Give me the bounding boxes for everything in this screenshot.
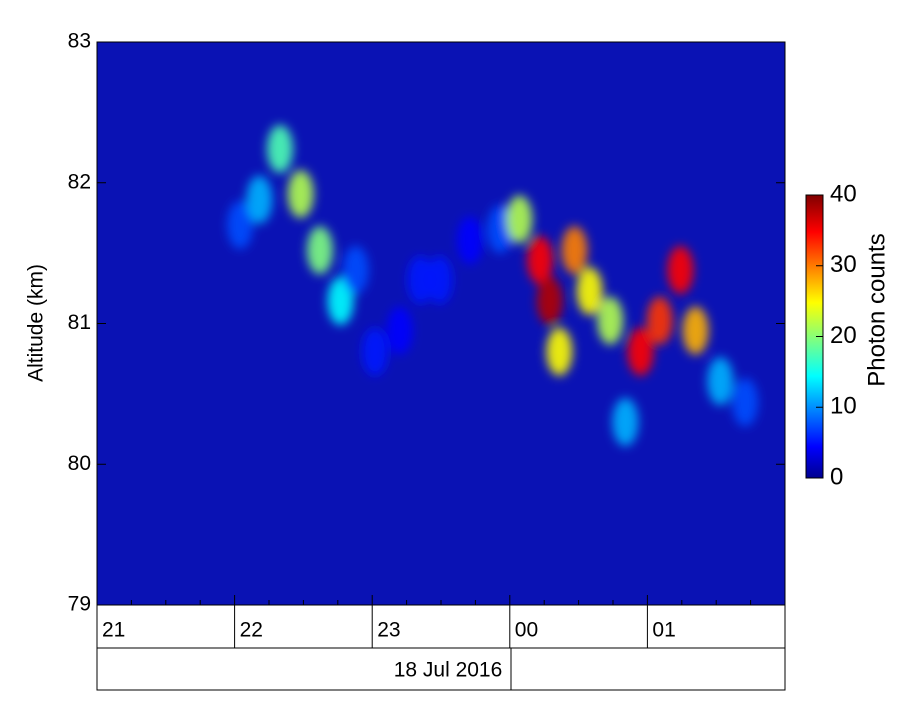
y-axis-label: Altitude (km)	[25, 264, 48, 382]
colorbar-tick-label: 40	[830, 180, 857, 207]
x-tick-label: 01	[652, 619, 675, 642]
y-tick-label: 83	[68, 30, 91, 53]
heat-cell	[361, 327, 388, 376]
heat-cell	[707, 357, 734, 406]
date-label: 18 Jul 2016	[394, 659, 503, 682]
y-tick-label: 81	[68, 311, 91, 334]
heat-cell	[536, 276, 563, 325]
hour-row	[96, 604, 786, 649]
heat-cell	[561, 226, 588, 275]
colorbar-tick-label: 30	[830, 251, 857, 278]
heat-cell	[576, 267, 603, 316]
heat-cell	[267, 124, 294, 173]
x-tick-label: 21	[102, 619, 125, 642]
heat-cell	[627, 327, 654, 376]
heat-cell	[527, 236, 554, 285]
heat-cell	[426, 255, 453, 304]
heatmap	[227, 124, 759, 447]
heat-cell	[546, 327, 573, 376]
plot-background	[97, 42, 785, 605]
colorbar-label: Photon counts	[863, 233, 890, 386]
date-row	[96, 647, 786, 691]
heat-cell	[732, 378, 759, 427]
colorbar-tick-label: 0	[830, 463, 843, 490]
colorbar-tick-label: 20	[830, 322, 857, 349]
heat-cell	[667, 246, 694, 295]
colorbar-tick-label: 10	[830, 393, 857, 420]
heat-cell	[287, 170, 314, 219]
heat-cell	[682, 306, 709, 355]
x-tick-label: 23	[377, 619, 400, 642]
y-tick-label: 82	[68, 170, 91, 193]
y-tick-label: 80	[68, 452, 91, 475]
heat-cell	[327, 276, 354, 325]
heat-cell	[646, 296, 673, 345]
x-tick-label: 22	[240, 619, 263, 642]
heat-cell	[342, 246, 369, 295]
heat-cell	[407, 255, 434, 304]
y-tick-label: 79	[68, 593, 91, 616]
heat-cell	[306, 226, 333, 275]
x-tick-label: 00	[515, 619, 538, 642]
heat-cell	[246, 175, 273, 224]
heat-cell	[506, 195, 533, 244]
heat-cell	[612, 398, 639, 447]
heat-cell	[456, 216, 483, 265]
heat-cell	[227, 200, 254, 249]
heat-cell	[386, 306, 413, 355]
heat-cell	[597, 296, 624, 345]
